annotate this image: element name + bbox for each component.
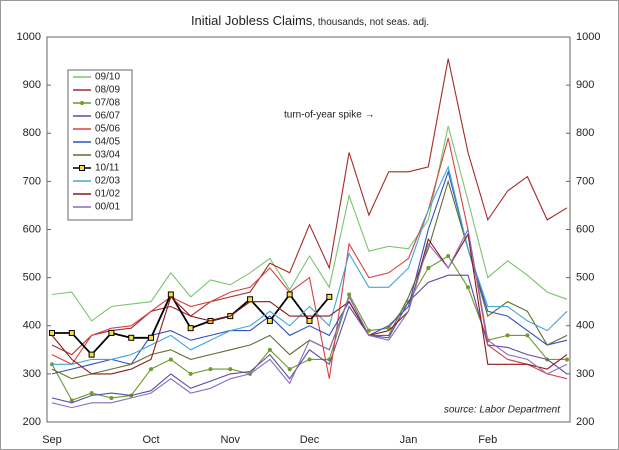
marker xyxy=(148,334,155,341)
legend-marker xyxy=(79,165,85,171)
y-tick-label: 200 xyxy=(23,416,41,428)
x-tick-label: Feb xyxy=(478,434,497,446)
y2-tick-label: 200 xyxy=(576,416,594,428)
legend-label: 00/01 xyxy=(95,202,120,213)
y2-tick-label: 700 xyxy=(576,175,594,187)
marker xyxy=(347,292,352,297)
series-line xyxy=(51,125,568,322)
legend-label: 08/09 xyxy=(95,85,120,96)
legend-box xyxy=(67,69,133,221)
x-tick-label: Dec xyxy=(300,434,320,446)
legend-label: 01/02 xyxy=(95,189,120,200)
marker xyxy=(168,357,173,362)
y-tick-label: 600 xyxy=(23,223,41,235)
marker xyxy=(267,347,272,352)
subtitle: , thousands, not seas. adj. xyxy=(312,17,429,28)
marker xyxy=(366,328,371,333)
marker xyxy=(465,285,470,290)
y2-tick-label: 500 xyxy=(576,272,594,284)
y-tick-label: 800 xyxy=(23,127,41,139)
marker xyxy=(108,329,115,336)
series-line xyxy=(51,232,568,375)
marker xyxy=(266,317,273,324)
y2-tick-label: 400 xyxy=(576,320,594,332)
legend-label: 06/07 xyxy=(95,111,120,122)
y-tick-label: 900 xyxy=(23,79,41,91)
x-tick-label: Jan xyxy=(400,434,418,446)
marker xyxy=(505,333,510,338)
marker xyxy=(88,351,95,358)
marker xyxy=(49,329,55,336)
y2-tick-label: 1000 xyxy=(576,31,600,43)
marker xyxy=(326,293,333,300)
marker xyxy=(187,325,194,332)
y-tick-label: 400 xyxy=(23,320,41,332)
source: source: Labor Department xyxy=(444,405,561,416)
marker xyxy=(69,398,74,403)
legend-marker xyxy=(80,101,84,105)
marker xyxy=(446,253,451,258)
legend-label: 10/11 xyxy=(95,163,120,174)
y-tick-label: 1000 xyxy=(17,31,41,43)
marker xyxy=(286,291,293,298)
series-line xyxy=(51,227,568,409)
legend-label: 04/05 xyxy=(95,137,120,148)
marker xyxy=(307,357,312,362)
annotation: turn-of-year spike → xyxy=(284,110,375,121)
marker xyxy=(149,367,154,372)
marker xyxy=(247,296,254,303)
series-line xyxy=(51,58,568,356)
series-line xyxy=(51,169,568,375)
y2-tick-label: 900 xyxy=(576,79,594,91)
marker xyxy=(188,371,193,376)
marker xyxy=(306,317,313,324)
title: Initial Jobless Claims xyxy=(191,13,313,28)
marker xyxy=(565,357,569,362)
marker xyxy=(426,266,431,270)
marker xyxy=(525,333,530,338)
chart-title: Initial Jobless Claims, thousands, not s… xyxy=(191,13,429,28)
y2-tick-label: 800 xyxy=(576,127,594,139)
legend-label: 05/06 xyxy=(95,124,120,135)
legend-label: 09/10 xyxy=(95,72,120,83)
series-line xyxy=(51,137,568,380)
marker xyxy=(228,367,233,372)
y-tick-label: 300 xyxy=(23,368,41,380)
legend-label: 07/08 xyxy=(95,98,120,109)
x-tick-label: Oct xyxy=(142,434,159,446)
marker xyxy=(109,395,114,400)
y2-tick-label: 600 xyxy=(576,223,594,235)
marker xyxy=(208,367,213,372)
legend-label: 03/04 xyxy=(95,150,120,161)
marker xyxy=(128,334,135,341)
x-tick-label: Nov xyxy=(220,434,240,446)
marker xyxy=(89,391,94,396)
y-tick-label: 700 xyxy=(23,175,41,187)
series-line xyxy=(52,165,568,365)
y-tick-label: 500 xyxy=(23,272,41,284)
x-tick-label: Sep xyxy=(42,434,62,446)
marker xyxy=(287,367,292,372)
legend-label: 02/03 xyxy=(95,176,120,187)
y2-tick-label: 300 xyxy=(576,368,594,380)
marker xyxy=(68,329,75,336)
